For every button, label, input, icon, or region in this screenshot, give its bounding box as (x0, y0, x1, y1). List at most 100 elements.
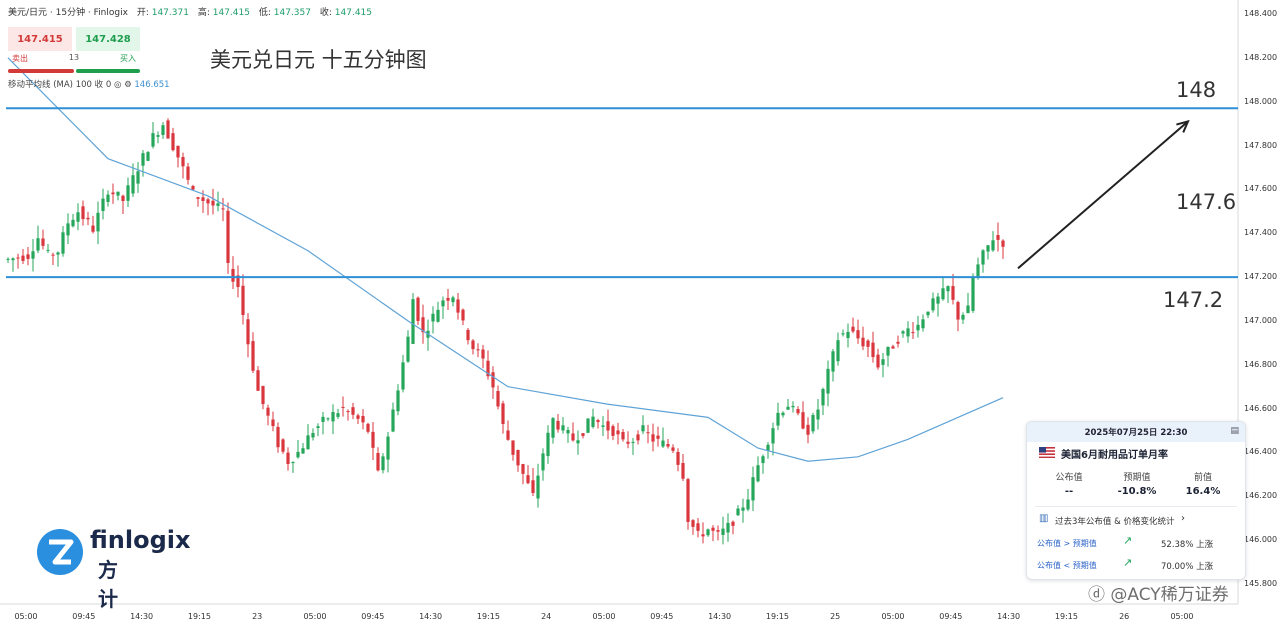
candle-up (36, 238, 40, 251)
logo-icon (37, 529, 83, 575)
candle-up (901, 331, 905, 334)
candle-down (596, 420, 600, 423)
candle-down (526, 475, 530, 484)
candle-up (586, 418, 590, 433)
candle-up (31, 251, 35, 259)
candle-down (866, 340, 870, 347)
ma-indicator-legend[interactable]: 移动平均线 (MA) 100 收 0 ◎ ⚙ 146.651 (8, 78, 170, 90)
candle-up (161, 125, 165, 135)
eye-icon[interactable]: ◎ (113, 80, 122, 90)
chevron-right-icon[interactable]: › (1181, 513, 1185, 524)
sell-button[interactable]: 147.415 (8, 27, 72, 51)
candle-up (601, 425, 605, 427)
candle-down (421, 317, 425, 333)
candle-down (16, 257, 20, 259)
candle-up (151, 133, 155, 147)
candle-down (166, 120, 170, 139)
bar-chart-icon: ▥ (1039, 513, 1049, 524)
candle-up (741, 507, 745, 511)
y-tick-label: 147.400 (1244, 228, 1278, 238)
stats-link[interactable]: 过去3年公布值 & 价格变化统计 (1055, 517, 1175, 527)
candle-down (476, 349, 480, 351)
candle-down (236, 275, 240, 288)
x-tick-label: 14:30 (997, 612, 1021, 621)
candle-up (991, 240, 995, 251)
candle-up (316, 426, 320, 428)
ma-params: 100 收 0 (75, 80, 112, 90)
symbol-label: 美元/日元 · 15分钟 · Finlogix (8, 8, 128, 18)
buy-button[interactable]: 147.428 (76, 27, 140, 51)
level-1476-label: 147.6 (1176, 190, 1237, 214)
candle-down (251, 341, 255, 371)
candle-down (491, 372, 495, 388)
candle-up (591, 416, 595, 427)
x-tick-label: 19:15 (765, 612, 789, 621)
candle-down (456, 299, 460, 313)
candle-down (346, 411, 350, 413)
candle-up (566, 430, 570, 434)
candle-down (86, 217, 90, 220)
candle-down (796, 409, 800, 414)
y-tick-label: 145.800 (1244, 579, 1278, 588)
candle-down (636, 434, 640, 441)
row2-label: 公布值 < 预期值 (1037, 561, 1097, 570)
economic-event-card[interactable]: 2025年07月25日 22:30 ▤ 美国6月耐用品订单月率 公布值 预期值 … (1026, 421, 1246, 580)
candle-down (481, 349, 485, 359)
x-tick-label: 14:30 (419, 612, 443, 621)
x-tick-label: 19:15 (476, 612, 500, 621)
event-datetime: 2025年07月25日 22:30 (1027, 422, 1245, 442)
x-tick-label: 19:15 (1054, 612, 1078, 621)
candle-down (1001, 240, 1005, 247)
candle-up (736, 508, 740, 516)
candle-up (291, 462, 295, 464)
x-tick-label: 23 (252, 612, 263, 621)
candle-down (361, 416, 365, 423)
candle-up (661, 440, 665, 447)
settings-icon[interactable]: ⚙ (124, 80, 132, 90)
candle-up (976, 264, 980, 278)
candle-up (321, 416, 325, 422)
candle-down (851, 326, 855, 332)
candle-up (561, 425, 565, 431)
candle-up (971, 276, 975, 311)
candle-up (821, 388, 825, 406)
candle-up (641, 425, 645, 432)
open-label: 开: (136, 8, 149, 18)
candle-up (146, 152, 150, 161)
actual-header: 公布值 (1055, 473, 1083, 483)
candle-down (111, 192, 115, 195)
calendar-icon[interactable]: ▤ (1230, 426, 1239, 436)
y-tick-label: 148.400 (1244, 9, 1278, 18)
candle-up (46, 249, 50, 251)
candle-down (256, 370, 260, 391)
sell-label: 卖出 (12, 54, 28, 63)
previous-value: 16.4% (1185, 486, 1221, 497)
candle-up (66, 223, 70, 236)
candle-up (451, 297, 455, 303)
candle-up (916, 324, 920, 331)
candle-up (831, 351, 835, 372)
candle-down (951, 286, 955, 300)
y-tick-label: 148.000 (1244, 96, 1278, 106)
buy-bar (76, 69, 140, 73)
candle-down (696, 523, 700, 531)
candle-down (671, 447, 675, 451)
projection-arrow-shaft (1017, 120, 1189, 270)
x-tick-label: 09:45 (361, 612, 385, 621)
candle-up (546, 432, 550, 457)
row1-label: 公布值 > 预期值 (1037, 539, 1097, 548)
candle-up (406, 336, 410, 362)
candle-down (611, 426, 615, 436)
candle-down (51, 254, 55, 256)
candle-down (271, 419, 275, 427)
candle-up (981, 250, 985, 265)
x-tick-label: 05:00 (14, 612, 38, 621)
high-value: 147.415 (212, 8, 250, 18)
close-value: 147.415 (334, 8, 372, 18)
candle-down (531, 480, 535, 494)
candle-down (186, 166, 190, 180)
candle-down (121, 195, 125, 201)
candle-down (701, 534, 705, 537)
candle-down (201, 197, 205, 201)
